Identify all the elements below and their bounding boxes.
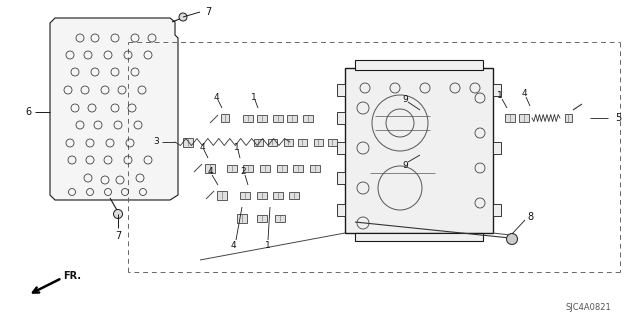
Text: 1: 1 [251, 93, 257, 101]
Bar [243, 115, 253, 122]
Bar [337, 112, 345, 124]
Bar [240, 192, 250, 199]
Bar [287, 115, 297, 122]
Bar [337, 84, 345, 96]
Bar [337, 204, 345, 216]
Text: 3: 3 [153, 137, 159, 146]
Bar [254, 139, 263, 146]
Bar [565, 114, 572, 122]
Text: 4: 4 [521, 90, 527, 99]
Bar [289, 192, 299, 199]
Text: 4: 4 [213, 93, 219, 101]
Bar [328, 139, 337, 146]
Bar [227, 165, 237, 172]
Circle shape [113, 210, 122, 219]
Bar [273, 192, 283, 199]
Text: 9: 9 [402, 160, 408, 169]
Circle shape [179, 13, 187, 21]
Text: 1: 1 [265, 241, 271, 250]
Bar [275, 215, 285, 222]
Bar [183, 138, 193, 147]
Text: 7: 7 [205, 7, 211, 17]
Bar [205, 164, 215, 173]
Bar [310, 165, 320, 172]
Text: 9: 9 [402, 94, 408, 103]
Bar [493, 84, 501, 96]
Text: 6: 6 [25, 107, 31, 117]
Bar [337, 142, 345, 154]
Text: 1: 1 [234, 143, 240, 152]
Text: 4: 4 [230, 241, 236, 250]
Bar [268, 139, 277, 146]
Bar [337, 172, 345, 184]
Bar [257, 115, 267, 122]
Bar [273, 115, 283, 122]
Text: 7: 7 [115, 231, 121, 241]
Bar [257, 192, 267, 199]
Bar [493, 142, 501, 154]
Text: 8: 8 [527, 212, 533, 222]
Bar [257, 215, 267, 222]
Bar [298, 139, 307, 146]
Circle shape [506, 234, 518, 244]
Polygon shape [50, 18, 178, 200]
Bar [260, 165, 270, 172]
Text: FR.: FR. [63, 271, 81, 281]
Bar [493, 204, 501, 216]
Text: 4: 4 [199, 143, 205, 152]
Bar [277, 165, 287, 172]
Bar [303, 115, 313, 122]
Text: SJC4A0821: SJC4A0821 [565, 303, 611, 313]
Bar [221, 114, 229, 122]
Bar [217, 191, 227, 200]
Bar [314, 139, 323, 146]
Text: 4: 4 [207, 167, 213, 176]
Bar [355, 233, 483, 241]
Bar [284, 139, 293, 146]
Bar [243, 165, 253, 172]
Bar [519, 114, 529, 122]
Text: 2: 2 [240, 167, 246, 176]
Text: 1: 1 [497, 92, 503, 100]
Bar [355, 60, 483, 70]
Bar [505, 114, 515, 122]
Bar [237, 214, 247, 223]
Text: 5: 5 [615, 113, 621, 123]
Bar [293, 165, 303, 172]
Bar [345, 68, 493, 233]
